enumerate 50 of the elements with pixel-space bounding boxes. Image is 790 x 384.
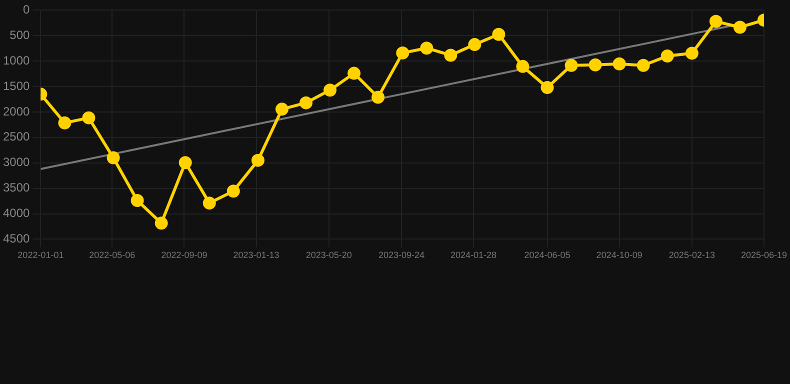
point	[588, 58, 602, 72]
x-tick-label: 2024-01-28	[450, 250, 497, 260]
point	[275, 102, 288, 116]
x-tick-label: 2023-05-20	[306, 250, 352, 260]
x-tick-label: 2025-02-13	[668, 250, 715, 260]
point	[396, 46, 410, 60]
point	[299, 96, 312, 110]
point	[540, 81, 554, 94]
point	[372, 90, 385, 104]
point	[106, 151, 120, 164]
x-tick-label: 2022-09-09	[161, 250, 208, 260]
point	[660, 50, 674, 62]
point	[564, 58, 578, 72]
point	[492, 28, 506, 41]
x-tick-label: 2023-09-24	[378, 250, 425, 260]
point	[178, 156, 192, 170]
point	[324, 84, 337, 97]
y-tick-label: 2000	[2, 104, 30, 118]
point	[251, 154, 264, 167]
y-tick-label: 4000	[2, 206, 30, 220]
x-tick-label: 2023-01-13	[233, 250, 280, 260]
point	[468, 38, 482, 52]
point	[516, 60, 530, 73]
x-tick-label: 2024-06-05	[524, 250, 570, 260]
point	[612, 57, 626, 70]
y-tick-label: 3000	[2, 155, 30, 170]
point	[444, 48, 458, 62]
point	[130, 194, 144, 208]
point	[733, 20, 746, 34]
point	[202, 196, 216, 210]
point	[82, 111, 96, 124]
y-tick-label: 1000	[2, 53, 30, 68]
x-tick-label: 2022-05-06	[89, 250, 136, 260]
point	[636, 58, 650, 72]
point	[226, 184, 240, 198]
y-tick-label: 1500	[2, 78, 30, 93]
point	[348, 66, 361, 80]
point	[709, 14, 722, 28]
point	[58, 116, 72, 130]
y-tick-label: 0	[23, 2, 30, 17]
x-tick-label: 2025-06-19	[740, 250, 788, 260]
x-tick-label: 2024-10-09	[596, 250, 642, 260]
point	[420, 42, 434, 55]
y-tick-label: 3500	[2, 180, 30, 195]
point	[154, 216, 168, 230]
y-tick-label: 4500	[2, 232, 30, 246]
point	[685, 46, 698, 60]
x-tick-label: 2022-01-01	[18, 250, 64, 260]
y-tick-label: 2500	[2, 130, 30, 144]
y-tick-label: 500	[10, 28, 30, 42]
